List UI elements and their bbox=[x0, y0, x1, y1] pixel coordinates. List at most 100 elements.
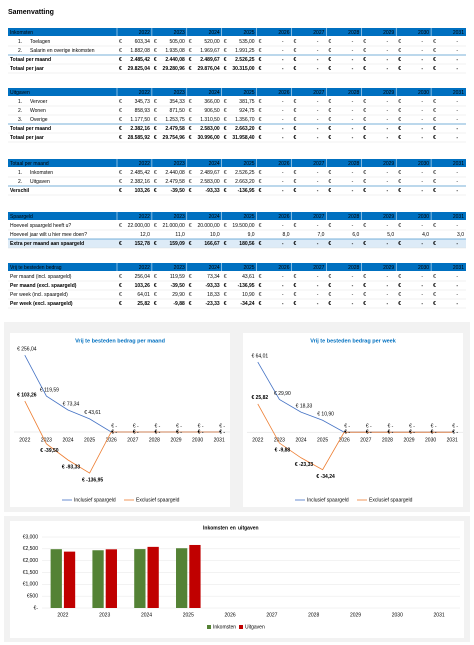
cell-unit: € bbox=[398, 108, 401, 114]
cell-unit: € bbox=[259, 57, 262, 63]
cell-unit: € bbox=[398, 188, 401, 194]
cell-value: -136,95 bbox=[238, 283, 255, 289]
cell-unit: € bbox=[363, 66, 366, 72]
cell-unit: € bbox=[189, 108, 192, 114]
cell-value: - bbox=[387, 99, 389, 105]
cell-value: - bbox=[421, 241, 423, 247]
row-number: 2. bbox=[18, 179, 22, 185]
cell-value: -93,33 bbox=[206, 283, 220, 289]
cell-unit: € bbox=[259, 117, 262, 123]
cell-unit: € bbox=[224, 188, 227, 194]
cell-unit: € bbox=[189, 283, 192, 289]
cell-value: 29,90 bbox=[172, 292, 185, 298]
row-label: Hoeveel jaar wilt u hier mee doen? bbox=[10, 232, 87, 238]
cell-unit: € bbox=[363, 188, 366, 194]
cell-unit: € bbox=[224, 241, 227, 247]
cell-value: - bbox=[282, 48, 284, 54]
cell-unit: € bbox=[259, 170, 262, 176]
cell-value: - bbox=[282, 283, 284, 289]
cell-value: - bbox=[456, 135, 458, 141]
cell-unit: € bbox=[294, 301, 297, 307]
cell-unit: € bbox=[259, 48, 262, 54]
column-header: 2026 bbox=[278, 161, 289, 167]
x-tick-label: 2028 bbox=[382, 438, 393, 444]
cell-value: - bbox=[282, 39, 284, 45]
cell-unit: € bbox=[294, 48, 297, 54]
bar bbox=[189, 544, 201, 608]
cell-value: 2.583,00 bbox=[200, 179, 220, 185]
x-tick-label: 2025 bbox=[84, 437, 95, 443]
cell-value: 2.440,08 bbox=[165, 57, 185, 63]
y-tick-label: €500 bbox=[27, 593, 38, 599]
cell-unit: € bbox=[154, 179, 157, 185]
cell-value: - bbox=[421, 48, 423, 54]
cell-value: - bbox=[421, 117, 423, 123]
column-header: 2030 bbox=[418, 90, 429, 96]
cell-unit: € bbox=[119, 66, 122, 72]
cell-value: - bbox=[317, 301, 319, 307]
x-tick-label: 2022 bbox=[19, 437, 30, 443]
cell-unit: € bbox=[328, 188, 331, 194]
cell-value: - bbox=[282, 241, 284, 247]
column-header: 2031 bbox=[453, 30, 464, 36]
chart-bg bbox=[10, 333, 230, 507]
cell-unit: € bbox=[119, 223, 122, 229]
cell-unit: € bbox=[154, 135, 157, 141]
cell-unit: € bbox=[433, 274, 436, 280]
cell-value: 1.356,70 bbox=[235, 117, 255, 123]
cell-unit: € bbox=[433, 241, 436, 247]
data-label: € - bbox=[366, 424, 372, 430]
cell-value: - bbox=[317, 223, 319, 229]
data-label: € - bbox=[154, 429, 160, 435]
cell-value: - bbox=[317, 274, 319, 280]
cell-value: 345,73 bbox=[135, 99, 151, 105]
cell-value: - bbox=[456, 66, 458, 72]
cell-unit: € bbox=[433, 48, 436, 54]
cell-value: - bbox=[456, 126, 458, 132]
column-header: 2028 bbox=[348, 214, 359, 220]
cell-value: 11,0 bbox=[175, 232, 185, 238]
cell-unit: € bbox=[154, 66, 157, 72]
cell-unit: € bbox=[119, 39, 122, 45]
cell-value: 2.382,16 bbox=[130, 126, 150, 132]
cell-unit: € bbox=[259, 292, 262, 298]
cell-unit: € bbox=[433, 135, 436, 141]
cell-value: 1.935,08 bbox=[165, 48, 185, 54]
data-label: € - bbox=[431, 424, 437, 430]
cell-value: - bbox=[421, 39, 423, 45]
column-header: 2025 bbox=[243, 214, 254, 220]
cell-value: - bbox=[387, 57, 389, 63]
cell-unit: € bbox=[363, 223, 366, 229]
row-label: Per maand (incl. spaargeld) bbox=[10, 274, 72, 280]
cell-unit: € bbox=[224, 99, 227, 105]
cell-value: - bbox=[456, 188, 458, 194]
cell-unit: € bbox=[154, 301, 157, 307]
row-number: 2. bbox=[18, 108, 22, 114]
data-label: € - bbox=[452, 424, 458, 430]
data-label: € - bbox=[387, 430, 393, 436]
cell-unit: € bbox=[398, 135, 401, 141]
cell-unit: € bbox=[363, 99, 366, 105]
cell-value: 43,61 bbox=[242, 274, 255, 280]
y-tick-label: €3,000 bbox=[23, 534, 39, 540]
column-header: 2022 bbox=[139, 161, 150, 167]
data-label: € 64,01 bbox=[251, 353, 268, 359]
cell-value: - bbox=[352, 66, 354, 72]
cell-unit: € bbox=[294, 283, 297, 289]
column-header: 2029 bbox=[383, 161, 394, 167]
cell-unit: € bbox=[154, 117, 157, 123]
cell-value: - bbox=[387, 135, 389, 141]
row-label: Salarin en overige inkomsten bbox=[30, 48, 95, 54]
cell-value: - bbox=[387, 66, 389, 72]
cell-value: - bbox=[387, 48, 389, 54]
cell-unit: € bbox=[363, 301, 366, 307]
cell-value: 603,34 bbox=[135, 39, 151, 45]
column-header: 2027 bbox=[313, 161, 324, 167]
cell-value: 256,04 bbox=[135, 274, 151, 280]
cell-value: - bbox=[387, 283, 389, 289]
x-tick-label: 2026 bbox=[106, 437, 117, 443]
cell-unit: € bbox=[328, 223, 331, 229]
cell-unit: € bbox=[363, 135, 366, 141]
cell-unit: € bbox=[119, 274, 122, 280]
cell-value: - bbox=[421, 188, 423, 194]
